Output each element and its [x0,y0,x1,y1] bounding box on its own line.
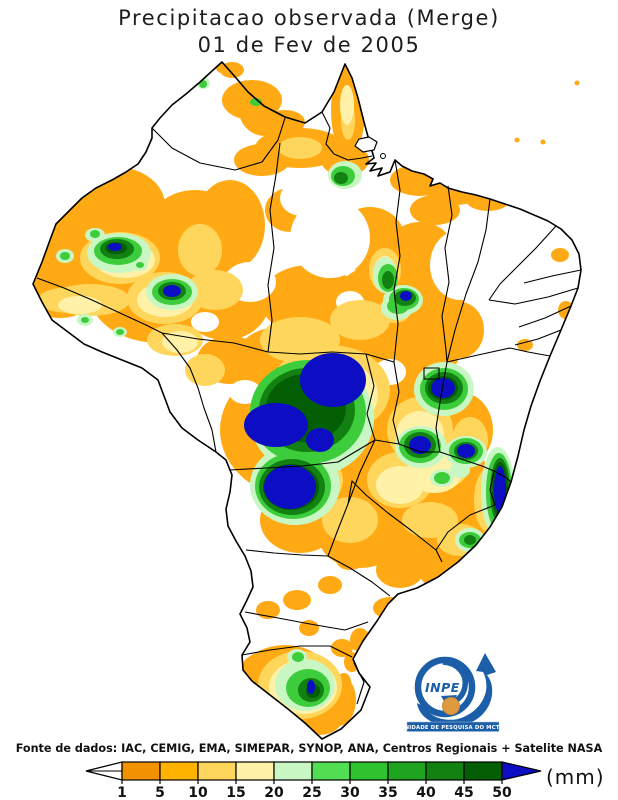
patos-lagoon [353,662,365,705]
precip-band-blue [108,243,506,694]
legend-tick-label: 30 [340,785,360,800]
legend-tick-label: 45 [454,785,473,800]
coastal-islet [380,153,386,159]
legend-tick-label: 15 [226,785,245,800]
legend-unit-label: (mm) [546,765,605,789]
logo-swoosh-arrow [417,653,496,727]
inpe-logo: INPE UNIDADE DE PESQUISA DO MCTIC [400,653,506,732]
legend-swatch [121,761,161,781]
legend-overflow-arrow [501,761,542,781]
logo-planet-icon [442,697,460,715]
legend-swatch [463,761,503,781]
logo-banner-label: UNIDADE DE PESQUISA DO MCTIC [400,725,506,731]
page-title: Precipitacao observada (Merge) [118,6,500,30]
legend-tick-label: 10 [188,785,208,800]
legend-tick-marks [121,780,503,784]
legend-swatch [273,761,313,781]
precipitation-field [33,62,574,735]
color-scale-legend: 1 5 10 15 20 25 30 35 40 45 50 (mm) [85,761,605,800]
legend-swatch [349,761,389,781]
logo-acronym: INPE [425,680,460,695]
legend-tick-label: 50 [492,785,512,800]
legend-tick-label: 1 [117,785,127,800]
page-subtitle-date: 01 de Fev de 2005 [197,33,421,57]
legend-tick-label: 40 [416,785,436,800]
legend-swatches [121,761,503,781]
legend-tick-label: 20 [264,785,284,800]
logo-banner [406,721,500,732]
legend-swatch [387,761,427,781]
legend-tick-label: 5 [155,785,165,800]
state-borders [36,111,582,658]
legend-swatch [235,761,275,781]
legend-swatch [159,761,199,781]
legend-swatch [311,761,351,781]
legend-tick-label: 35 [378,785,397,800]
marajo-island [354,136,378,153]
brazil-outline [32,61,582,740]
legend-tick-labels: 1 5 10 15 20 25 30 35 40 45 50 [117,785,512,800]
legend-tick-label: 25 [302,785,321,800]
logo-inner-arrow [442,659,468,705]
legend-swatch [425,761,465,781]
data-source-line: Fonte de dados: IAC, CEMIG, EMA, SIMEPAR… [15,742,603,755]
legend-swatch [197,761,237,781]
